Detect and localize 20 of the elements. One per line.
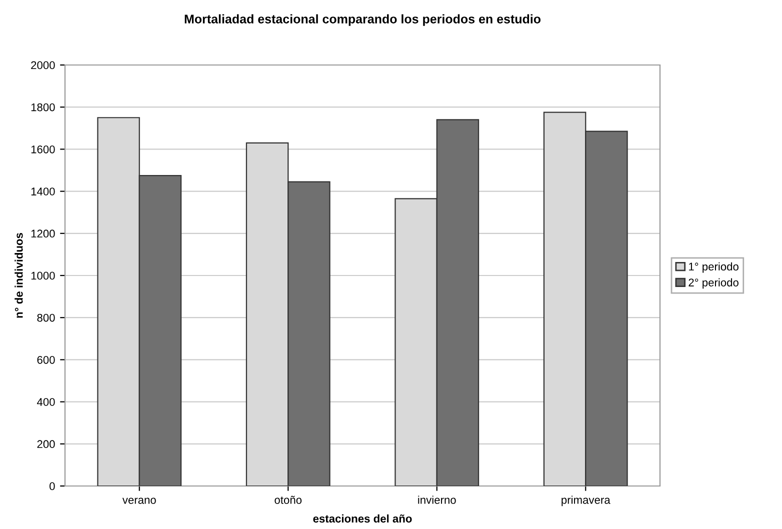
x-axis-title: estaciones del año bbox=[313, 514, 412, 523]
x-tick-label: primavera bbox=[562, 496, 610, 506]
y-tick-label: 200 bbox=[37, 440, 55, 448]
x-tick-label: verano bbox=[122, 498, 156, 504]
x-tick-label: otoño bbox=[274, 496, 302, 504]
y-tick-label: 1000 bbox=[31, 272, 55, 280]
y-tick-label: 1200 bbox=[31, 230, 55, 238]
x-tick-label: invierno bbox=[418, 496, 456, 504]
y-tick-label: 0 bbox=[50, 482, 55, 490]
y-tick-label: 1600 bbox=[31, 145, 55, 154]
y-tick-label: 1400 bbox=[31, 188, 55, 196]
y-tick-label: 800 bbox=[37, 314, 55, 322]
chart-title: Mortaliadad estacional comparando los periodos en estudio bbox=[184, 14, 541, 26]
y-tick-label: 1800 bbox=[31, 103, 55, 112]
legend-label: 1° periodo bbox=[689, 262, 738, 273]
y-tick-label: 2000 bbox=[31, 61, 55, 70]
y-axis-title: n° de individuos bbox=[14, 232, 23, 318]
y-tick-label: 400 bbox=[36, 398, 55, 406]
y-tick-label: 600 bbox=[37, 356, 55, 364]
legend-label: 2° periodo bbox=[688, 278, 738, 289]
